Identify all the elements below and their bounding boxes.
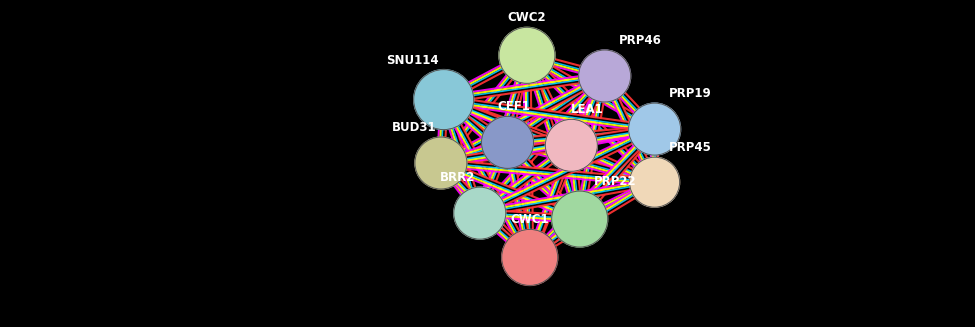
Text: CWC1: CWC1	[511, 214, 549, 226]
Circle shape	[545, 119, 598, 171]
Circle shape	[629, 103, 681, 155]
Circle shape	[482, 116, 533, 168]
Circle shape	[502, 230, 558, 285]
Circle shape	[415, 137, 467, 189]
Circle shape	[453, 187, 506, 239]
Text: PRP45: PRP45	[669, 141, 712, 154]
Text: PRP46: PRP46	[619, 34, 662, 47]
Circle shape	[630, 157, 680, 207]
Circle shape	[499, 27, 555, 83]
Circle shape	[552, 191, 607, 247]
Text: SNU114: SNU114	[386, 54, 439, 67]
Text: LEA1: LEA1	[571, 103, 604, 116]
Text: CEF1: CEF1	[498, 100, 530, 113]
Circle shape	[413, 70, 474, 129]
Circle shape	[578, 50, 631, 102]
Text: CWC2: CWC2	[508, 11, 546, 24]
Text: BRR2: BRR2	[440, 171, 475, 184]
Text: BUD31: BUD31	[391, 121, 436, 134]
Text: PRP22: PRP22	[595, 175, 637, 188]
Text: PRP19: PRP19	[669, 87, 712, 100]
